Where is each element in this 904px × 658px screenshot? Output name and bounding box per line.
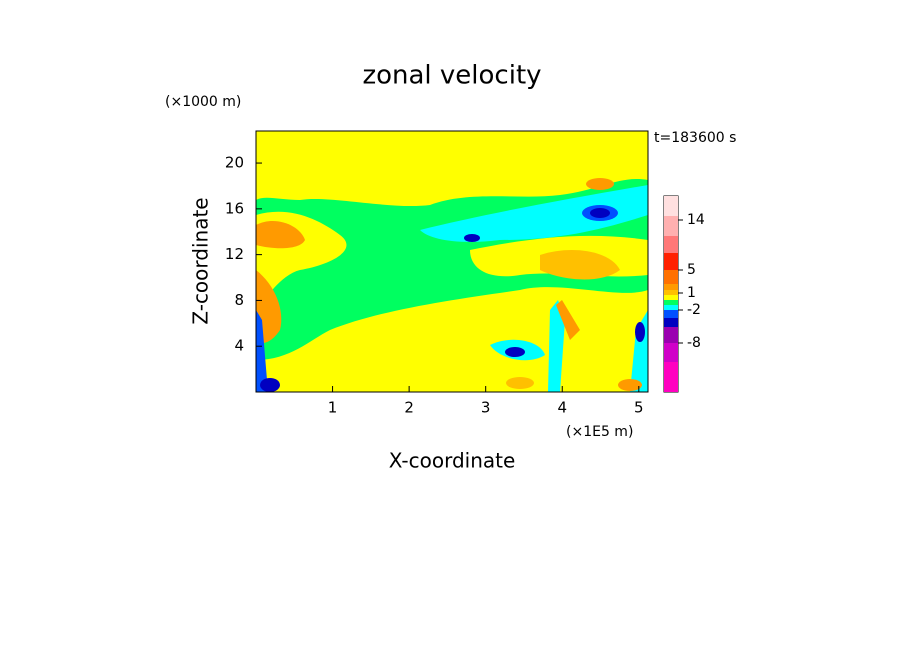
annotation: t=183600 s bbox=[654, 130, 736, 146]
colorbar-swatch bbox=[664, 196, 678, 216]
colorbar-swatch bbox=[664, 270, 678, 284]
colorbar-swatch bbox=[664, 253, 678, 270]
y-tick-label: 16 bbox=[225, 199, 244, 217]
x-tick-label: 1 bbox=[328, 399, 338, 417]
x-unit: (×1E5 m) bbox=[566, 424, 633, 440]
colorbar-tick-label: 14 bbox=[687, 212, 705, 228]
plot-frame bbox=[255, 130, 649, 393]
chart-title: zonal velocity bbox=[362, 61, 541, 91]
x-axis-title: X-coordinate bbox=[389, 449, 516, 473]
colorbar-swatch bbox=[664, 300, 678, 305]
colorbar-swatch bbox=[664, 236, 678, 253]
colorbar-swatch bbox=[664, 305, 678, 310]
colorbar-swatch bbox=[664, 290, 678, 295]
colorbar-tick-label: 1 bbox=[687, 285, 696, 301]
colorbar-swatch bbox=[664, 295, 678, 300]
x-tick-label: 4 bbox=[557, 399, 567, 417]
colorbar-tick-label: -8 bbox=[687, 335, 701, 351]
x-tick-label: 3 bbox=[481, 399, 491, 417]
y-axis-title: Z-coordinate bbox=[189, 197, 213, 324]
x-tick-label: 2 bbox=[404, 399, 414, 417]
colorbar-swatch bbox=[664, 216, 678, 236]
colorbar-swatch bbox=[664, 318, 678, 327]
y-tick-label: 4 bbox=[234, 337, 244, 355]
colorbar-tick-label: 5 bbox=[687, 262, 696, 278]
colorbar-swatch bbox=[664, 310, 678, 318]
colorbar-tick-label: -2 bbox=[687, 302, 701, 318]
colorbar-swatch bbox=[664, 362, 678, 392]
contour-field bbox=[256, 131, 648, 392]
y-tick-label: 8 bbox=[234, 291, 244, 309]
y-tick-label: 20 bbox=[225, 154, 244, 172]
colorbar-swatch bbox=[664, 343, 678, 362]
x-tick-label: 5 bbox=[634, 399, 644, 417]
colorbar-swatch bbox=[664, 327, 678, 343]
y-tick-label: 12 bbox=[225, 245, 244, 263]
colorbar-swatch bbox=[664, 284, 678, 290]
y-unit: (×1000 m) bbox=[165, 94, 241, 110]
